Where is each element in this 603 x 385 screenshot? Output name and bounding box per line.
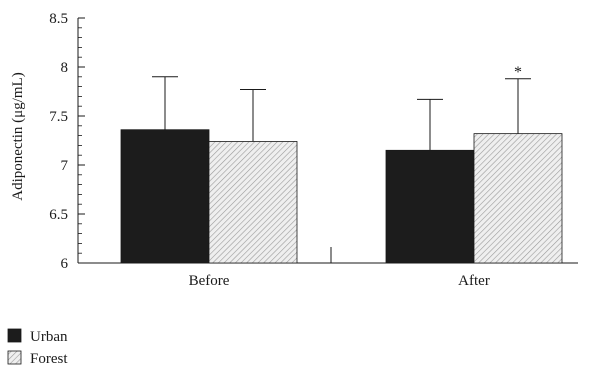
significance-marker: * [514, 64, 522, 81]
bars-group [120, 129, 563, 264]
labels-group: Before * After [189, 64, 522, 289]
legend-swatch-urban [7, 328, 22, 343]
y-tick-label: 8.5 [49, 11, 68, 27]
y-tick-label: 8 [61, 60, 69, 76]
x-category-label: After [458, 273, 490, 289]
y-tick-label: 7 [61, 158, 69, 174]
y-tick-label: 6.5 [49, 207, 68, 223]
bar-forest-before [208, 141, 298, 264]
legend-swatch-forest [7, 350, 22, 365]
x-category-label: Before [189, 273, 230, 289]
y-tick-label: 6 [61, 256, 69, 272]
error-bars-group [152, 76, 531, 151]
y-tick-label: 7.5 [49, 109, 68, 125]
legend-label-forest: Forest [30, 351, 68, 367]
bar-urban-before [120, 129, 210, 264]
bar-forest-after [473, 133, 563, 264]
bar-urban-after [385, 149, 475, 264]
legend: Urban Forest [7, 328, 68, 367]
legend-label-urban: Urban [30, 329, 68, 345]
y-axis-title: Adiponectin (μg/mL) [10, 72, 26, 200]
